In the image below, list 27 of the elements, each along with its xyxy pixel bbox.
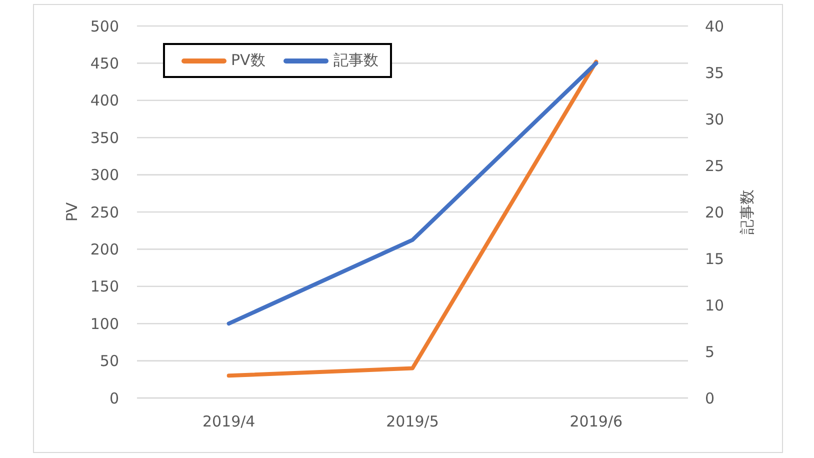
y-tick-label: 500 — [90, 17, 119, 36]
y2-tick-label: 0 — [705, 389, 715, 408]
y-tick-label: 50 — [100, 352, 119, 370]
y2-tick-label: 20 — [705, 203, 724, 222]
y2-tick-label: 35 — [705, 64, 724, 82]
y-tick-label: 250 — [90, 203, 119, 222]
y-tick-label: 450 — [90, 54, 119, 73]
y-tick-label: 0 — [109, 389, 119, 408]
y2-tick-label: 15 — [705, 250, 724, 268]
y-axis-title: PV — [63, 202, 81, 222]
x-tick-label: 2019/6 — [570, 412, 623, 431]
y-tick-label: 400 — [90, 92, 119, 110]
x-tick-label: 2019/4 — [202, 412, 256, 431]
y2-axis-title: 記事数 — [738, 190, 756, 234]
y-tick-label: 350 — [90, 128, 119, 147]
y2-tick-label: 5 — [705, 342, 715, 361]
y2-tick-label: 30 — [705, 110, 724, 128]
legend-label: 記事数 — [333, 51, 378, 70]
y-tick-label: 150 — [90, 278, 119, 296]
legend-label: PV数 — [231, 51, 266, 70]
y-tick-label: 300 — [90, 166, 119, 184]
x-tick-label: 2019/5 — [386, 412, 439, 431]
y-tick-label: 100 — [90, 314, 119, 333]
y2-tick-label: 25 — [705, 156, 724, 175]
y-tick-label: 200 — [90, 240, 119, 259]
y2-tick-label: 40 — [705, 17, 724, 36]
y2-tick-label: 10 — [705, 296, 724, 314]
